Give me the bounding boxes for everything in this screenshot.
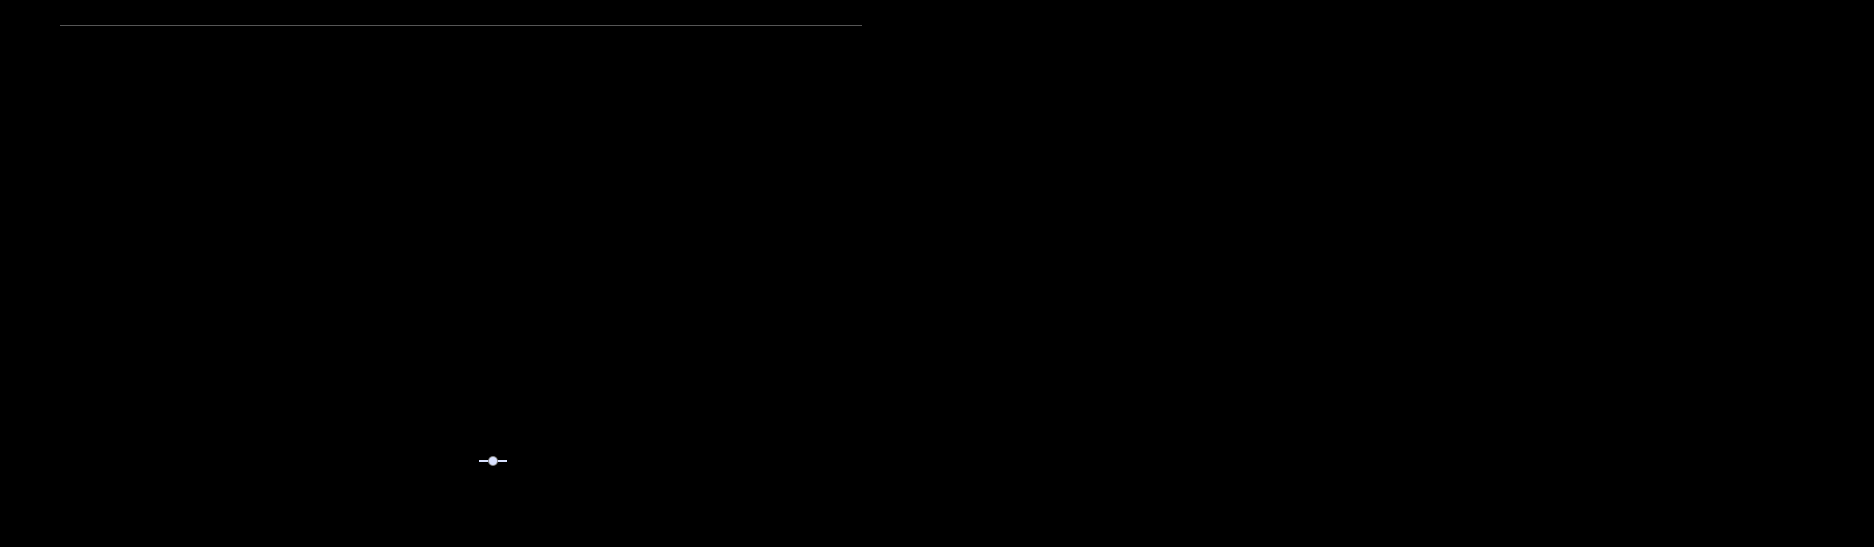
right-plot-area — [1012, 25, 1854, 385]
right-legend-bottom — [1377, 451, 1394, 462]
right-legend-top — [1422, 451, 1439, 462]
left-panel — [10, 10, 922, 471]
left-chart-area — [10, 25, 922, 415]
left-plot-area — [60, 25, 862, 385]
legend-swatch-top — [1422, 451, 1433, 462]
left-category-axis — [60, 25, 862, 385]
right-legend — [952, 449, 1864, 465]
charts-container — [10, 10, 1864, 471]
legend-swatch-line — [479, 460, 507, 462]
left-legend-line — [479, 460, 513, 462]
right-panel — [952, 10, 1864, 471]
right-category-axis — [1012, 25, 1854, 385]
left-y-axis-primary — [10, 25, 60, 385]
right-y-axis — [952, 25, 1012, 385]
right-chart-area — [952, 25, 1864, 415]
left-legend — [10, 449, 922, 465]
left-y-axis-secondary — [862, 25, 922, 385]
legend-swatch-bottom — [1377, 451, 1388, 462]
left-legend-bar — [419, 451, 451, 462]
legend-swatch-bar — [419, 451, 445, 462]
